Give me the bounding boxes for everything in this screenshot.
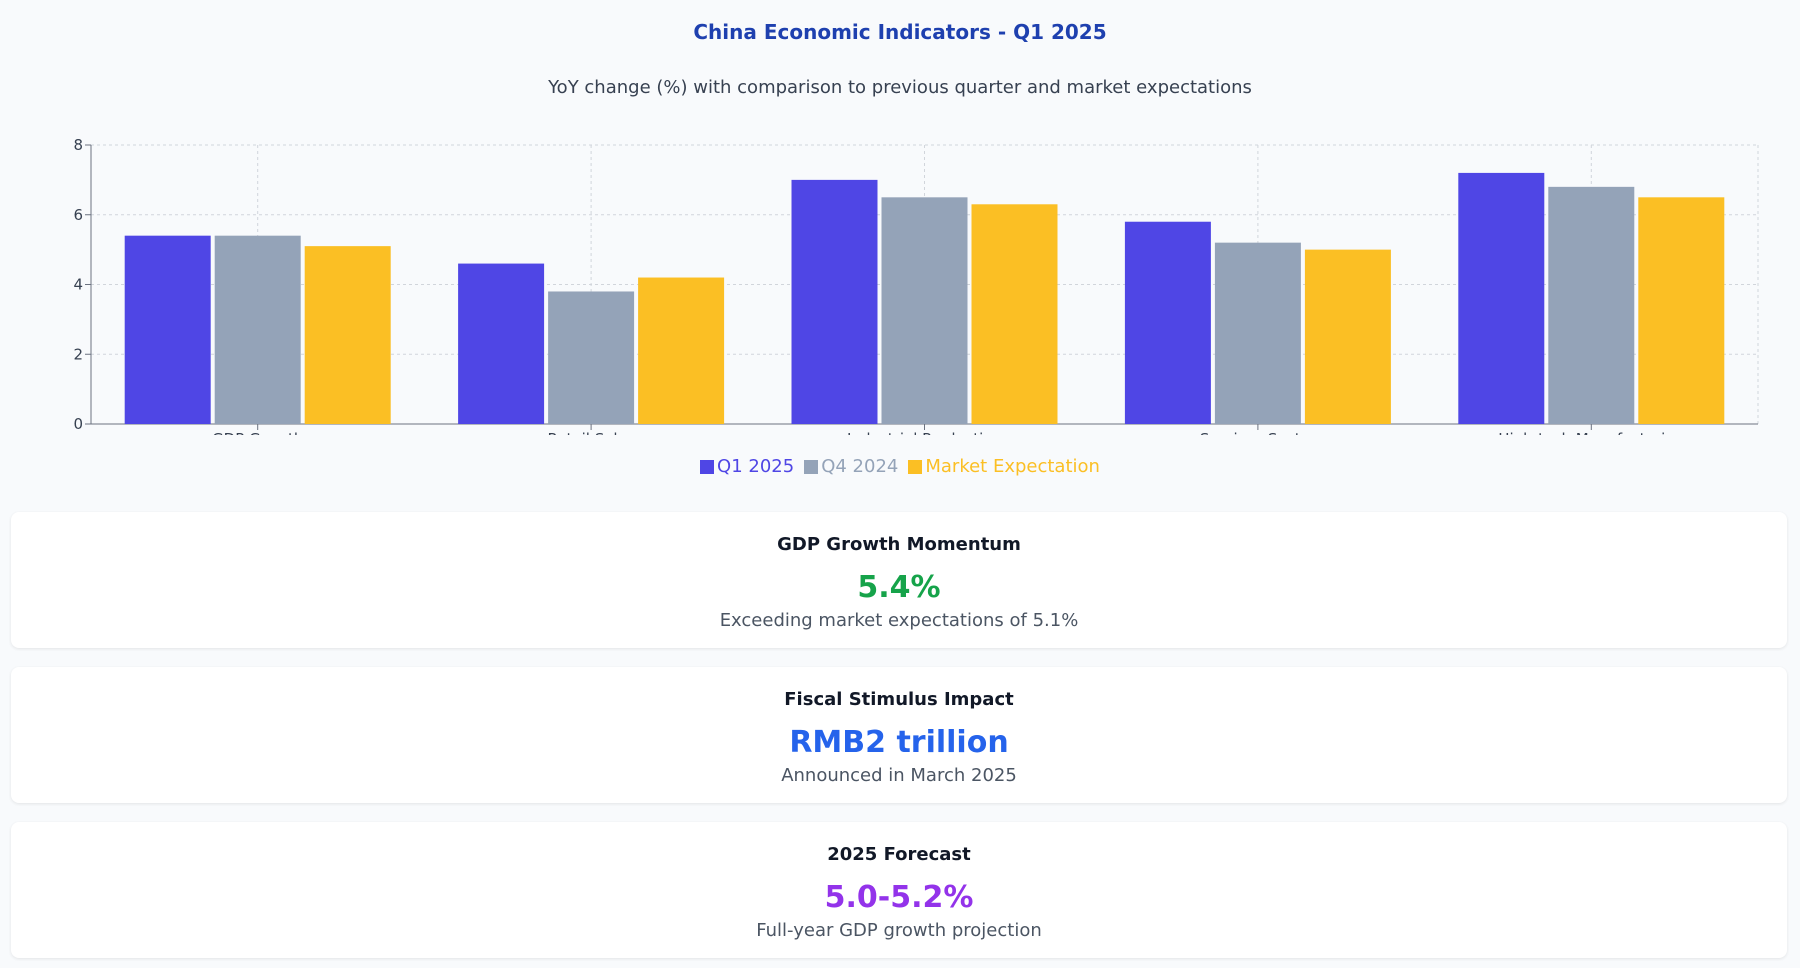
bar-market-expectation-services-sector[interactable] bbox=[1304, 249, 1391, 424]
legend-swatch-q4-2024 bbox=[804, 459, 819, 474]
card-fiscal-stimulus-impact: Fiscal Stimulus Impact RMB2 trillion Ann… bbox=[11, 667, 1787, 803]
bar-q4-2024-gdp-growth[interactable] bbox=[214, 235, 301, 424]
card-value: 5.4% bbox=[857, 570, 941, 605]
x-tick-label: Industrial Production bbox=[847, 430, 1002, 435]
bar-market-expectation-retail-sales[interactable] bbox=[638, 277, 725, 424]
legend-item-market-expectation[interactable]: Market Expectation bbox=[908, 456, 1100, 477]
bar-q1-2025-gdp-growth[interactable] bbox=[124, 235, 211, 424]
legend-label-market-expectation: Market Expectation bbox=[925, 456, 1100, 477]
y-tick-label: 4 bbox=[73, 276, 83, 294]
card-description: Announced in March 2025 bbox=[781, 765, 1017, 786]
chart-subtitle: YoY change (%) with comparison to previo… bbox=[548, 77, 1252, 98]
y-tick-label: 0 bbox=[73, 415, 83, 433]
bar-q4-2024-industrial-production[interactable] bbox=[881, 197, 968, 424]
bar-q1-2025-industrial-production[interactable] bbox=[791, 179, 878, 424]
chart-legend: Q1 2025 Q4 2024 Market Expectation bbox=[0, 456, 1800, 477]
bar-q4-2024-retail-sales[interactable] bbox=[548, 291, 635, 424]
bar-q1-2025-services-sector[interactable] bbox=[1124, 221, 1211, 424]
bar-q4-2024-services-sector[interactable] bbox=[1214, 242, 1301, 424]
card-2025-forecast: 2025 Forecast 5.0-5.2% Full-year GDP gro… bbox=[11, 822, 1787, 958]
legend-swatch-q1-2025 bbox=[700, 459, 715, 474]
bar-market-expectation-gdp-growth[interactable] bbox=[304, 246, 391, 424]
legend-swatch-market-expectation bbox=[908, 459, 923, 474]
legend-item-q4-2024[interactable]: Q4 2024 bbox=[804, 456, 898, 477]
card-gdp-growth-momentum: GDP Growth Momentum 5.4% Exceeding marke… bbox=[11, 512, 1787, 648]
bar-q1-2025-retail-sales[interactable] bbox=[458, 263, 545, 424]
chart-labels: 0 2 4 6 8 GDP Growth Retail Sales Industrial Pr… bbox=[73, 136, 1684, 435]
x-tick-label: GDP Growth bbox=[212, 430, 303, 435]
x-tick-label: Services Sector bbox=[1200, 430, 1317, 435]
card-title: GDP Growth Momentum bbox=[777, 534, 1021, 555]
bar-market-expectation-high-tech-manufacturing[interactable] bbox=[1638, 197, 1725, 424]
chart-bars bbox=[124, 172, 1725, 424]
card-value: RMB2 trillion bbox=[789, 725, 1009, 760]
card-description: Exceeding market expectations of 5.1% bbox=[719, 610, 1079, 631]
bar-market-expectation-industrial-production[interactable] bbox=[971, 204, 1058, 424]
card-title: Fiscal Stimulus Impact bbox=[784, 689, 1014, 710]
y-tick-label: 8 bbox=[73, 136, 83, 154]
x-tick-label: High-tech Manufacturing bbox=[1498, 430, 1684, 435]
card-value: 5.0-5.2% bbox=[824, 880, 974, 915]
legend-label-q4-2024: Q4 2024 bbox=[821, 456, 899, 477]
chart-title: China Economic Indicators - Q1 2025 bbox=[693, 20, 1107, 44]
legend-item-q1-2025[interactable]: Q1 2025 bbox=[700, 456, 794, 477]
bar-chart: 0 2 4 6 8 GDP Growth Retail Sales Industrial Pr… bbox=[73, 136, 1759, 435]
x-tick-label: Retail Sales bbox=[548, 430, 635, 435]
bar-q4-2024-high-tech-manufacturing[interactable] bbox=[1548, 186, 1635, 424]
y-tick-label: 6 bbox=[73, 206, 83, 224]
card-title: 2025 Forecast bbox=[827, 844, 971, 865]
y-tick-label: 2 bbox=[73, 345, 83, 363]
bar-q1-2025-high-tech-manufacturing[interactable] bbox=[1458, 172, 1545, 424]
card-description: Full-year GDP growth projection bbox=[756, 920, 1042, 941]
legend-label-q1-2025: Q1 2025 bbox=[717, 456, 795, 477]
